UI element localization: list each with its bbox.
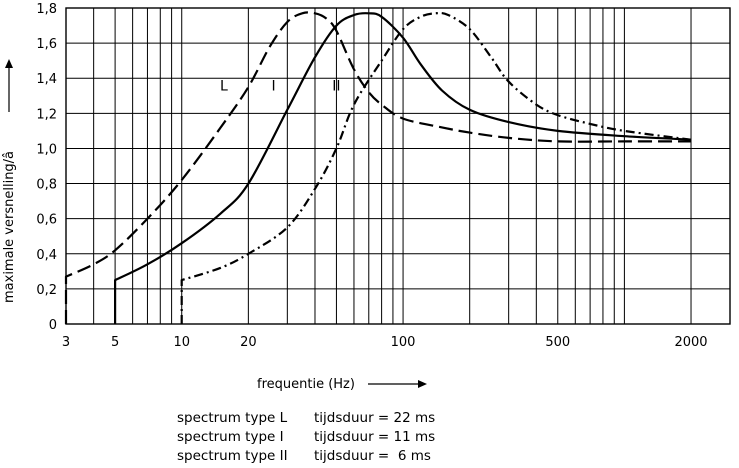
y-axis-arrow <box>5 59 13 112</box>
legend-spectrum: spectrum type I <box>177 429 284 445</box>
y-axis-label: maximale versnelling/â <box>2 151 17 303</box>
x-axis-arrow <box>368 380 427 388</box>
y-tick-labels: 0 0,2 0,4 0,6 0,8 1,0 1,2 1,4 1,6 1,8 <box>36 2 57 333</box>
legend-duration: tijdsduur = 6 ms <box>314 448 431 464</box>
y-tick-label: 1,6 <box>36 37 57 52</box>
curve-labels: L I II <box>220 79 341 95</box>
y-tick-label: 0 <box>49 318 57 333</box>
curve-label-L: L <box>220 79 228 95</box>
legend-row: spectrum type L tijdsduur = 22 ms <box>177 409 435 428</box>
curve-label-II: II <box>332 79 340 95</box>
y-tick-label: 0,4 <box>36 248 57 263</box>
legend-duration: tijdsduur = 11 ms <box>314 429 436 445</box>
x-tick-label: 500 <box>545 335 570 350</box>
curve-II <box>180 11 692 324</box>
y-tick-label: 1,0 <box>36 142 57 157</box>
x-axis-label: frequentie (Hz) <box>257 377 355 392</box>
x-tick-label: 2000 <box>674 335 707 350</box>
x-tick-label: 3 <box>62 335 70 350</box>
curve-L <box>64 11 691 324</box>
curve-I <box>114 12 692 324</box>
legend-spectrum: spectrum type L <box>177 410 288 426</box>
legend-spectrum: spectrum type II <box>177 448 288 464</box>
x-tick-label: 10 <box>173 335 190 350</box>
y-tick-label: 1,8 <box>36 2 57 17</box>
y-tick-label: 1,2 <box>36 107 57 122</box>
y-tick-label: 1,4 <box>36 72 57 87</box>
legend-row: spectrum type II tijdsduur = 6 ms <box>177 447 435 466</box>
y-tick-label: 0,8 <box>36 178 57 193</box>
grid <box>65 7 731 325</box>
x-tick-label: 20 <box>240 335 257 350</box>
plot-frame <box>65 7 731 325</box>
curves <box>64 11 692 324</box>
x-tick-labels: 3 5 10 20 100 500 2000 <box>62 335 708 350</box>
legend-duration: tijdsduur = 22 ms <box>314 410 436 426</box>
y-tick-label: 0,6 <box>36 213 57 228</box>
curve-label-I: I <box>272 79 276 95</box>
y-tick-label: 0,2 <box>36 283 57 298</box>
legend-row: spectrum type I tijdsduur = 11 ms <box>177 428 435 447</box>
x-tick-label: 100 <box>391 335 416 350</box>
x-tick-label: 5 <box>111 335 119 350</box>
